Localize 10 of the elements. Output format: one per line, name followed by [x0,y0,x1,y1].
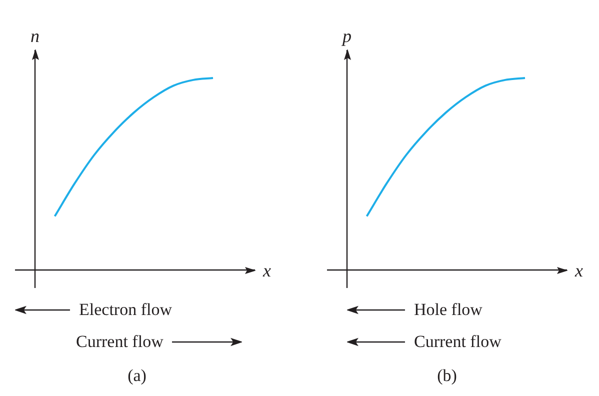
text: Electron flow [79,300,172,320]
y-axis-title: n [30,26,40,46]
text: Current flow [414,332,502,352]
text: (a) [126,366,148,386]
y-axis-title: p [340,26,352,46]
text: Hole flow [414,300,482,320]
text: (b) [436,366,458,386]
x-axis-title: x [574,260,583,281]
x-axis-title: x [262,260,271,281]
text: Current flow [76,332,164,352]
